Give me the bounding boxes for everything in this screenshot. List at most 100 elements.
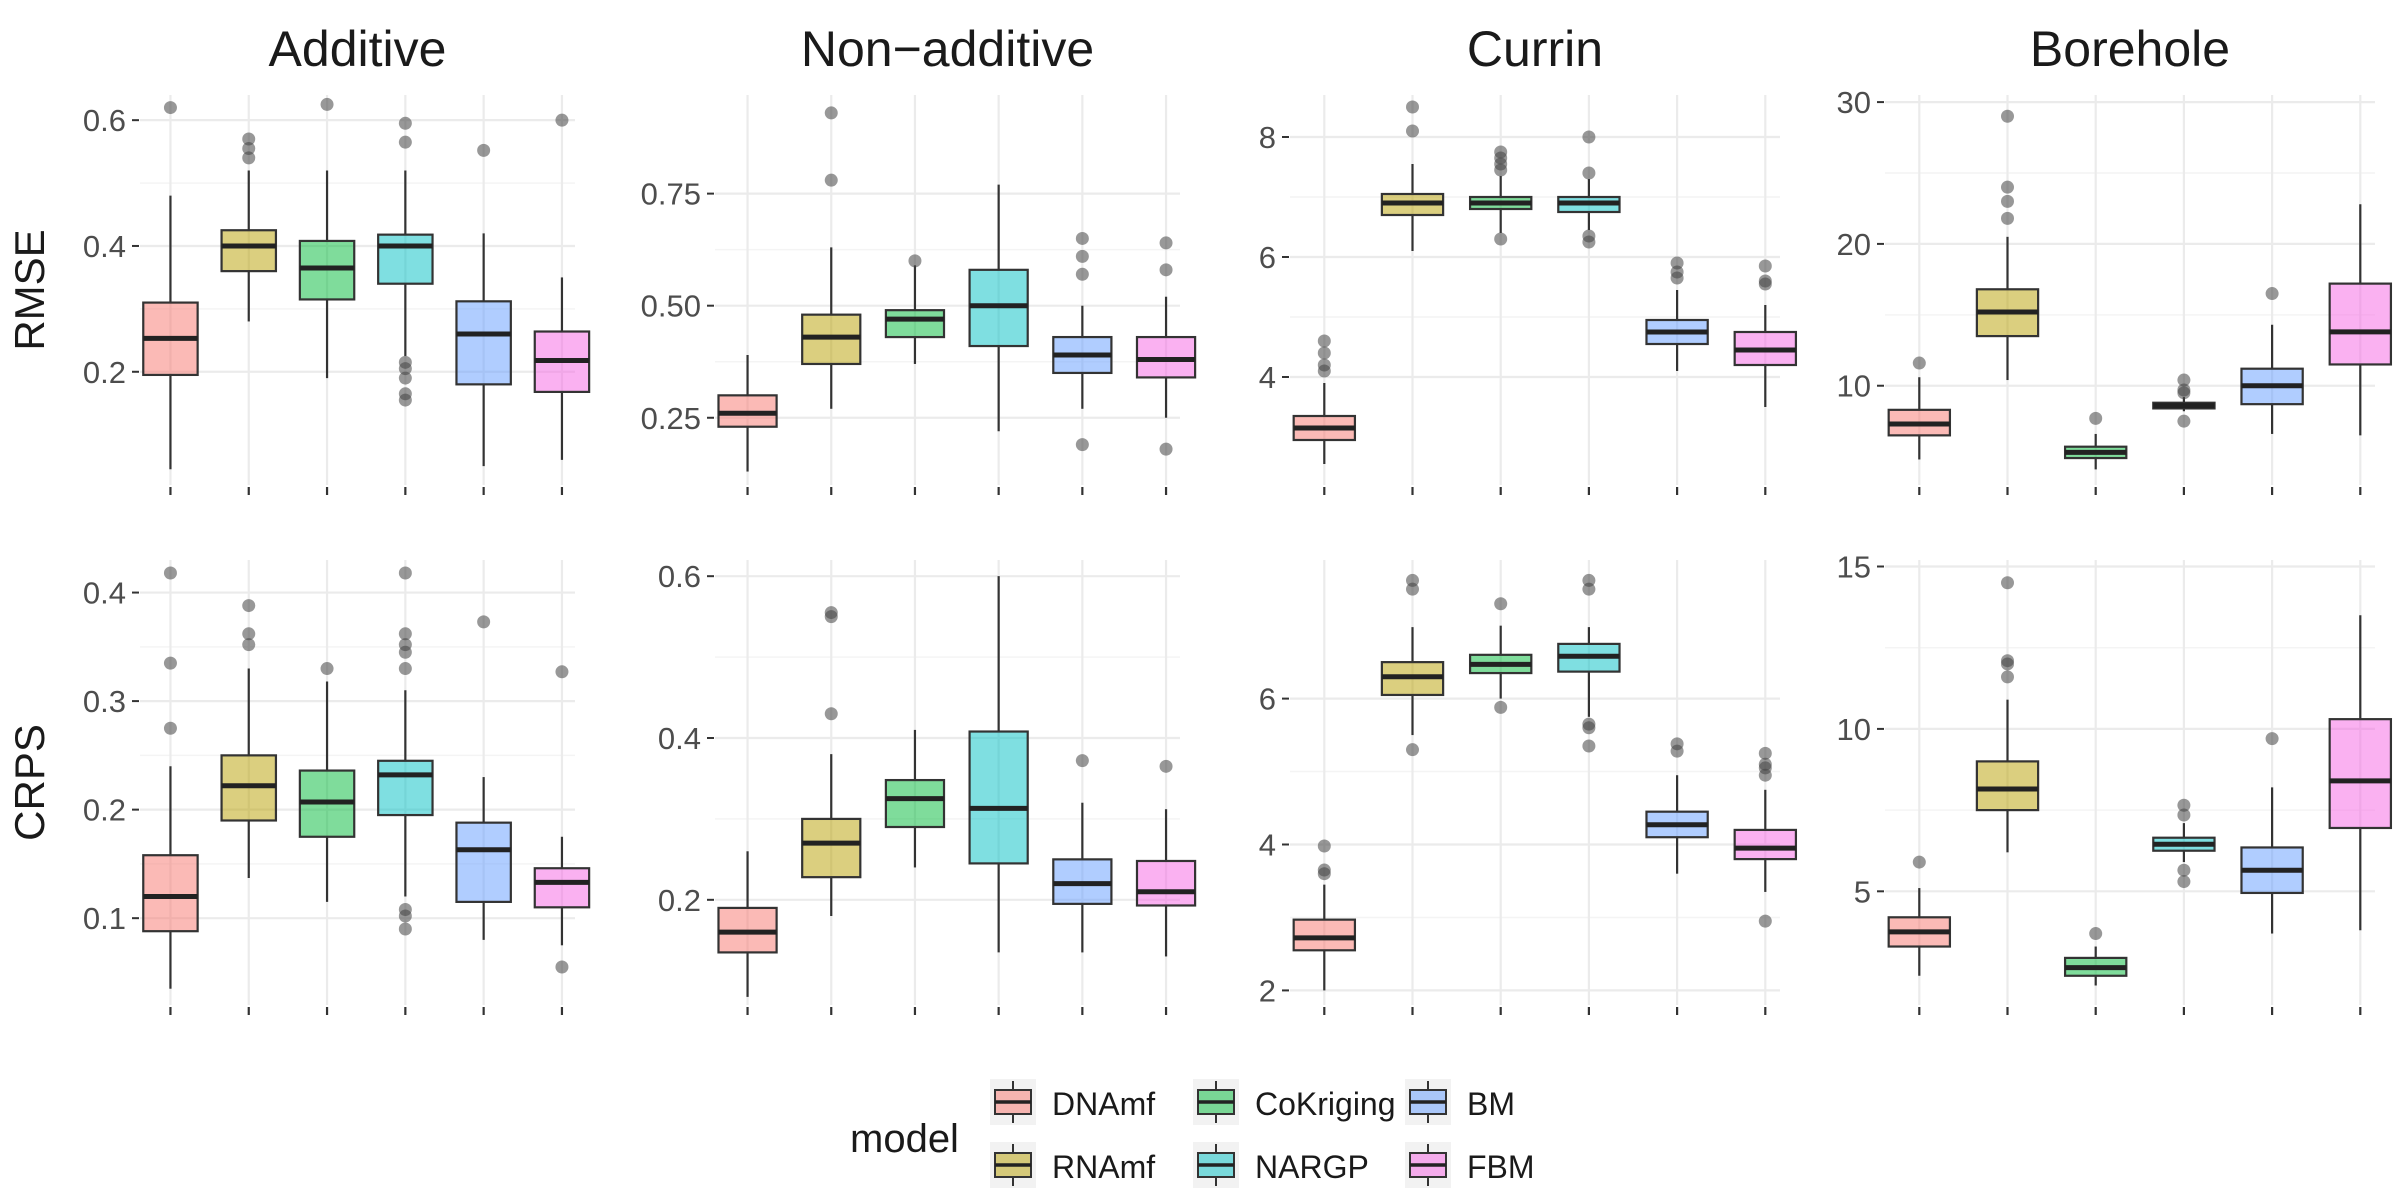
legend-label: FBM (1467, 1149, 1535, 1185)
outlier-point (2001, 670, 2014, 684)
box-cokriging (2063, 411, 2128, 470)
box-cokriging (1468, 597, 1533, 714)
outlier-point (908, 254, 922, 268)
y-tick-label: 0.75 (641, 177, 701, 212)
outlier-point (1758, 746, 1772, 760)
box-nargp (377, 116, 434, 407)
outlier-point (824, 606, 838, 620)
outlier-point (1317, 358, 1331, 372)
outlier-point (398, 371, 412, 385)
y-tick-label: 0.2 (83, 793, 126, 828)
outlier-point (398, 135, 412, 149)
outlier-point (2177, 863, 2191, 877)
outlier-point (242, 141, 256, 155)
box-bm (1645, 737, 1709, 874)
box-nargp (968, 576, 1029, 953)
box-bm (1052, 754, 1113, 953)
outlier-point (477, 615, 491, 629)
outlier-point (320, 97, 334, 111)
panel-rmse-currin: 4 6 8 (1259, 95, 1798, 495)
y-tick-label: 0.2 (658, 883, 701, 918)
outlier-point (2001, 654, 2014, 668)
box-body (801, 817, 862, 879)
box-body (220, 229, 278, 273)
box-fbm (1135, 236, 1197, 456)
outlier-point (398, 662, 412, 676)
panel-crps-non-additive: 0.2 0.4 0.6 (658, 559, 1197, 1015)
box-body (377, 233, 434, 285)
legend-label: RNAmf (1052, 1149, 1155, 1185)
outlier-point (824, 173, 838, 187)
box-cokriging (884, 254, 946, 364)
row-label-rmse: RMSE (6, 229, 53, 350)
box-bm (2240, 732, 2304, 934)
box-nargp (377, 566, 434, 936)
legend-item-cokriging: CoKriging (1193, 1079, 1396, 1125)
box-rnamf (801, 606, 862, 916)
outlier-point (242, 151, 256, 165)
box-bm (1052, 231, 1113, 452)
outlier-point (2001, 211, 2014, 225)
y-tick-label: 0.4 (658, 721, 701, 756)
legend-item-bm: BM (1405, 1079, 1515, 1125)
y-tick-label: 0.25 (641, 401, 701, 436)
y-tick-label: 10 (1837, 712, 1871, 747)
box-dnamf (1292, 839, 1357, 991)
box-body (533, 867, 591, 909)
box-dnamf (717, 851, 778, 997)
outlier-point (1758, 259, 1772, 273)
outlier-point (2177, 808, 2191, 822)
y-tick-label: 8 (1259, 120, 1276, 155)
outlier-point (398, 638, 412, 652)
outlier-point (555, 665, 569, 679)
box-nargp (968, 184, 1029, 432)
outlier-point (1406, 743, 1419, 757)
box-nargp (1557, 573, 1621, 753)
panel-rmse-borehole: 10 20 30 (1837, 85, 2393, 495)
outlier-point (1582, 166, 1596, 180)
y-tick-label: 30 (1837, 85, 1871, 120)
outlier-point (242, 132, 256, 146)
box-cokriging (2063, 927, 2128, 986)
outlier-point (1075, 754, 1089, 768)
outlier-point (1317, 346, 1331, 360)
box-rnamf (1380, 100, 1445, 251)
outlier-point (1406, 573, 1419, 587)
outlier-point (555, 960, 569, 974)
box-nargp (1557, 130, 1621, 249)
outlier-point (1758, 914, 1772, 928)
box-fbm (1135, 759, 1197, 957)
outlier-point (2089, 927, 2103, 941)
outlier-point (1670, 265, 1684, 279)
outlier-point (1075, 438, 1089, 452)
legend-label: BM (1467, 1086, 1515, 1122)
box-dnamf (1887, 356, 1952, 460)
panel-crps-borehole: 5 10 15 (1837, 549, 2393, 1015)
outlier-point (1494, 597, 1508, 611)
outlier-point (2177, 875, 2191, 889)
outlier-point (398, 902, 412, 916)
panel-rmse-additive: 0.2 0.4 0.6 (83, 95, 591, 495)
outlier-point (1317, 839, 1331, 853)
outlier-point (1159, 263, 1173, 277)
box-rnamf (220, 599, 278, 879)
legend-item-fbm: FBM (1405, 1142, 1535, 1188)
y-tick-label: 4 (1259, 828, 1276, 863)
y-tick-label: 5 (1854, 874, 1871, 909)
box-fbm (1733, 259, 1798, 407)
y-tick-label: 0.2 (83, 355, 126, 390)
box-dnamf (142, 566, 199, 989)
y-tick-label: 10 (1837, 369, 1871, 404)
legend-label: DNAmf (1052, 1086, 1155, 1122)
outlier-point (398, 922, 412, 936)
outlier-point (163, 721, 177, 735)
box-rnamf (220, 132, 278, 322)
box-dnamf (717, 355, 778, 472)
outlier-point (398, 566, 412, 580)
y-tick-label: 0.50 (641, 289, 701, 324)
box-body (2328, 282, 2393, 366)
y-tick-label: 0.4 (83, 229, 126, 264)
y-tick-label: 0.4 (83, 576, 126, 611)
facet-title-additive: Additive (269, 21, 447, 77)
